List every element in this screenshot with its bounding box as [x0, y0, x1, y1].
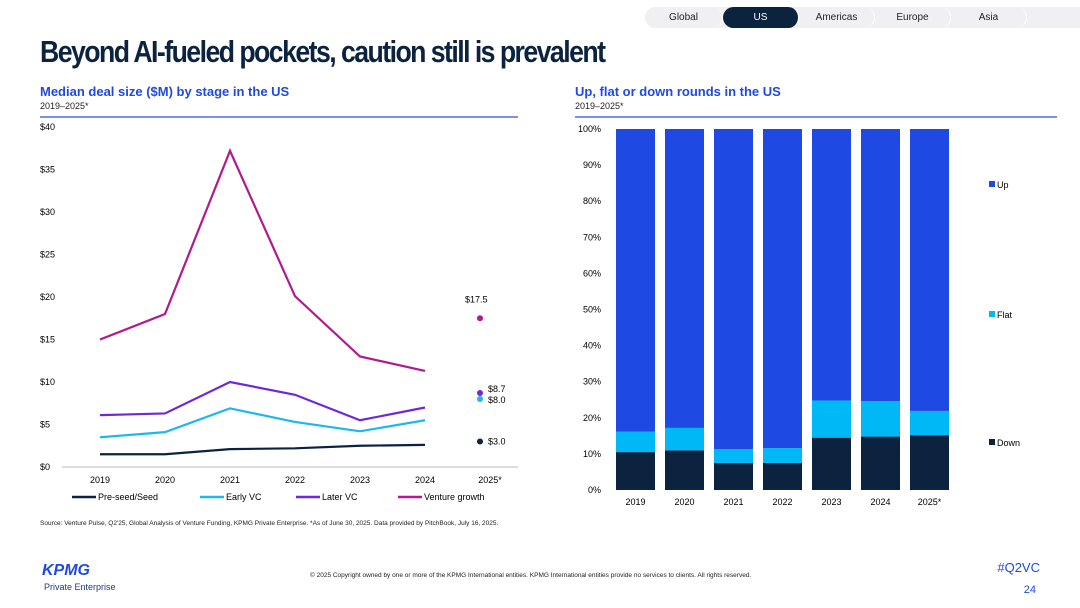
- x-tick-label: 2019: [90, 475, 110, 485]
- divider: [40, 116, 518, 118]
- y-tick-label: 50%: [583, 305, 601, 315]
- x-tick-label: 2025*: [918, 497, 942, 507]
- x-tick-label: 2023: [821, 497, 841, 507]
- bar-down: [763, 462, 802, 490]
- bar-flat: [665, 427, 704, 451]
- legend-label: Pre-seed/Seed: [98, 492, 158, 502]
- series-line-2: [99, 380, 426, 422]
- tab-americas[interactable]: Americas: [799, 7, 875, 28]
- legend-swatch: [989, 181, 995, 187]
- bar-down: [910, 435, 949, 490]
- y-tick-label: $40: [40, 122, 55, 132]
- series-line-1: [99, 407, 426, 439]
- y-tick-label: $5: [40, 420, 50, 430]
- bar-up: [616, 129, 655, 432]
- x-tick-label: 2022: [285, 475, 305, 485]
- bar-up: [665, 129, 704, 428]
- region-tabs: Global US Americas Europe Asia: [645, 7, 1080, 28]
- bar-flat: [910, 410, 949, 436]
- y-tick-label: $35: [40, 165, 55, 175]
- bar-up: [910, 129, 949, 411]
- page-title: Beyond AI-fueled pockets, caution still …: [40, 34, 606, 69]
- tab-europe[interactable]: Europe: [875, 7, 951, 28]
- bar-up: [763, 129, 802, 449]
- line-chart-title: Median deal size ($M) by stage in the US: [40, 84, 290, 99]
- tab-global[interactable]: Global: [645, 7, 723, 28]
- y-tick-label: 60%: [583, 268, 601, 278]
- tab-asia[interactable]: Asia: [951, 7, 1027, 28]
- y-tick-label: 70%: [583, 232, 601, 242]
- line-chart-subtitle: 2019–2025*: [40, 101, 89, 111]
- x-tick-label: 2019: [625, 497, 645, 507]
- bar-down: [665, 450, 704, 490]
- tab-us[interactable]: US: [723, 7, 799, 28]
- x-tick-label: 2021: [723, 497, 743, 507]
- source-note: Source: Venture Pulse, Q2'25, Global Ana…: [40, 520, 499, 527]
- y-tick-label: 40%: [583, 341, 601, 351]
- legend-label: Down: [997, 438, 1020, 448]
- hashtag: #Q2VC: [997, 560, 1040, 575]
- x-tick-label: 2020: [155, 475, 175, 485]
- bar-chart-subtitle: 2019–2025*: [575, 101, 624, 111]
- bar-flat: [763, 448, 802, 463]
- data-label: $17.5: [465, 294, 488, 304]
- y-tick-label: 10%: [583, 449, 601, 459]
- y-tick-label: 20%: [583, 413, 601, 423]
- y-tick-label: $15: [40, 335, 55, 345]
- data-label: $8.0: [488, 395, 506, 405]
- bar-chart-title: Up, flat or down rounds in the US: [575, 84, 781, 99]
- point-2025: [477, 315, 483, 322]
- x-tick-label: 2022: [772, 497, 792, 507]
- bar-flat: [616, 431, 655, 453]
- series-line-0: [100, 443, 426, 456]
- legend-label: Up: [997, 180, 1009, 190]
- data-label: $8.7: [488, 384, 506, 394]
- y-tick-label: $30: [40, 207, 55, 217]
- y-tick-label: $0: [40, 462, 50, 472]
- logo-subtitle: Private Enterprise: [44, 582, 116, 592]
- bar-down: [812, 437, 851, 490]
- divider: [575, 116, 1057, 118]
- point-2025: [477, 390, 483, 397]
- y-tick-label: 90%: [583, 160, 601, 170]
- legend-label: Venture growth: [424, 492, 485, 502]
- x-tick-label: 2024: [870, 497, 890, 507]
- bar-flat: [714, 449, 753, 463]
- bar-up: [861, 129, 900, 402]
- legend-swatch: [989, 439, 995, 445]
- bar-up: [812, 129, 851, 401]
- y-tick-label: 0%: [588, 485, 601, 495]
- legend-label: Flat: [997, 310, 1013, 320]
- point-2025: [477, 396, 483, 402]
- legend-label: Early VC: [226, 492, 262, 502]
- bar-down: [616, 452, 655, 490]
- y-tick-label: $20: [40, 292, 55, 302]
- y-tick-label: $25: [40, 250, 55, 260]
- point-2025: [477, 438, 483, 445]
- bar-down: [714, 462, 753, 490]
- line-chart: $0 $5 $10 $15 $20 $25 $30 $35 $40 2019 2020 2021 202…: [40, 122, 518, 502]
- legend-label: Later VC: [322, 492, 358, 502]
- bar-up: [714, 129, 753, 450]
- y-tick-label: 80%: [583, 196, 601, 206]
- kpmg-logo: KPMG: [42, 562, 90, 579]
- y-tick-label: 100%: [578, 124, 601, 134]
- page-number: 24: [1023, 584, 1036, 596]
- x-tick-label: 2025*: [478, 475, 502, 485]
- bar-flat: [861, 401, 900, 437]
- data-label: $3.0: [488, 437, 506, 447]
- x-tick-label: 2023: [350, 475, 370, 485]
- x-tick-label: 2021: [220, 475, 240, 485]
- x-tick-label: 2024: [415, 475, 435, 485]
- y-tick-label: $10: [40, 377, 55, 387]
- bar-down: [861, 436, 900, 490]
- x-tick-label: 2020: [674, 497, 694, 507]
- legend-swatch: [989, 311, 995, 317]
- y-tick-label: 30%: [583, 377, 601, 387]
- bar-flat: [812, 400, 851, 438]
- copyright: © 2025 Copyright owned by one or more of…: [310, 572, 752, 579]
- bar-chart: 0% 10% 20% 30% 40% 50% 60% 70% 80% 90% 100% 2019 202…: [578, 124, 1020, 507]
- series-line-3: [99, 147, 426, 373]
